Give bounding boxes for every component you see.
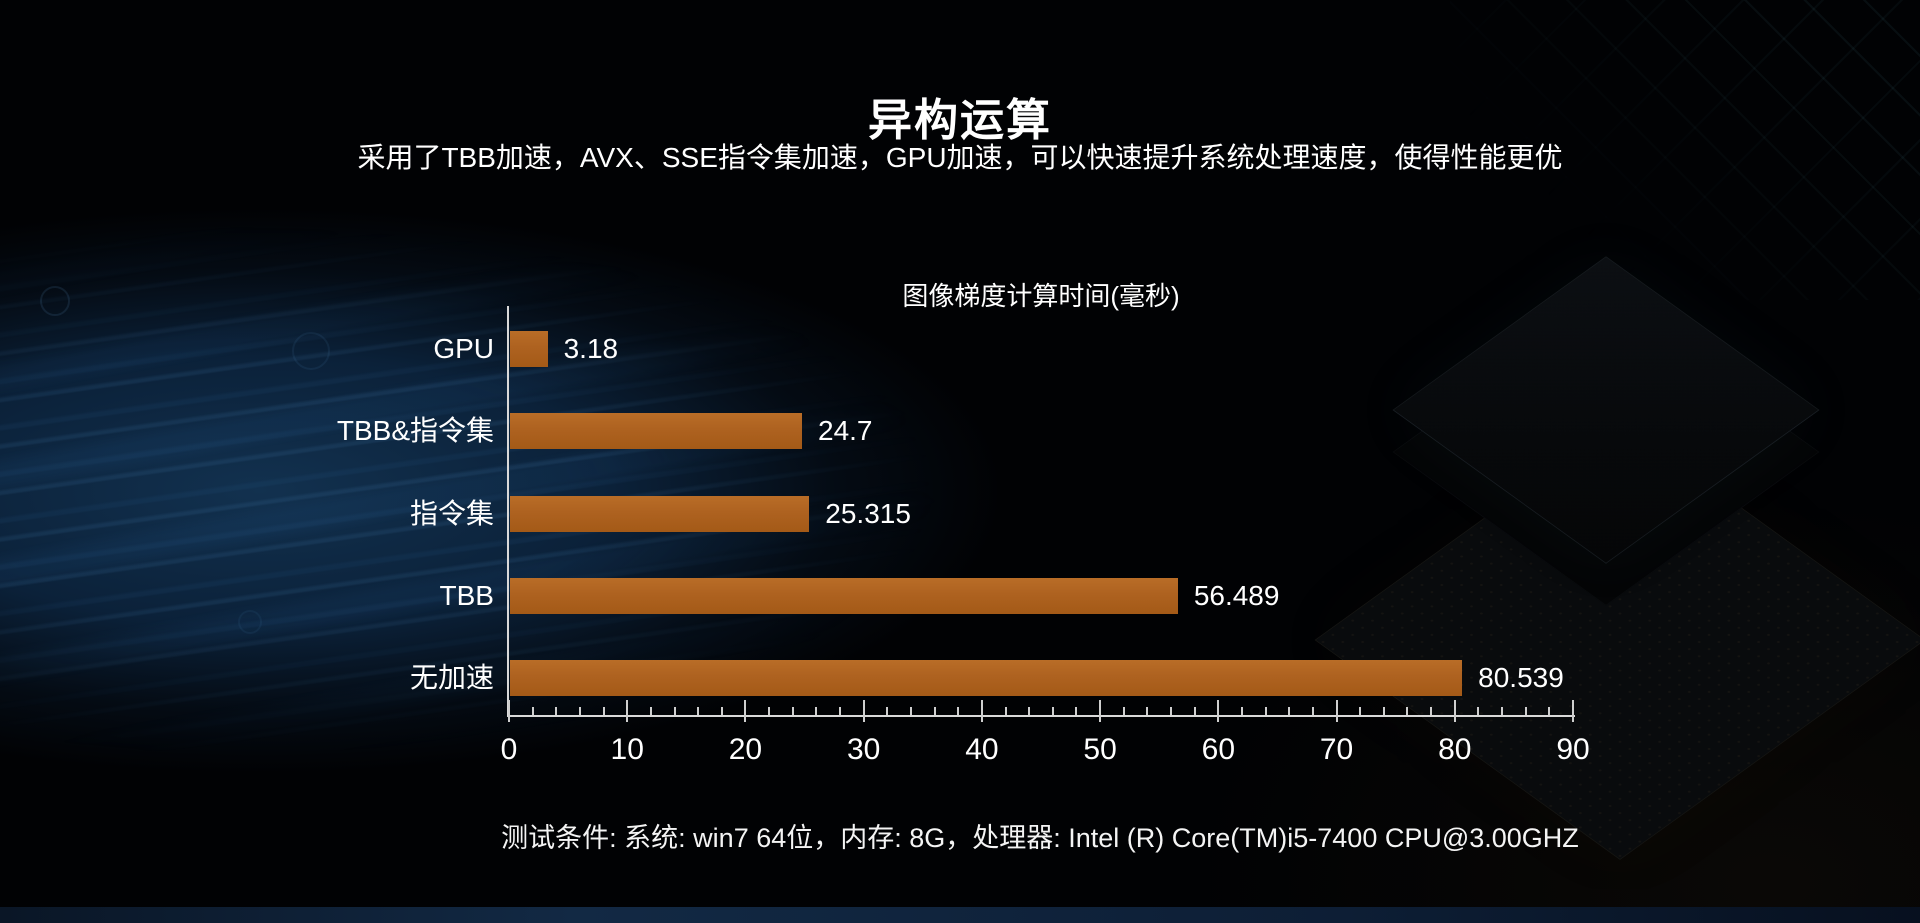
major-tick [744, 700, 747, 722]
category-label: TBB [439, 579, 494, 611]
x-tick-label: 90 [1556, 733, 1590, 766]
value-label: 25.315 [825, 497, 911, 529]
x-tick-label: 10 [610, 733, 644, 766]
bar-无加速 [510, 660, 1463, 696]
minor-tick [1501, 707, 1504, 715]
minor-tick [697, 707, 700, 715]
bar-TBB [510, 577, 1178, 614]
major-tick [508, 700, 510, 722]
value-label: 56.489 [1193, 579, 1280, 611]
major-tick [626, 700, 629, 722]
x-tick-label: 50 [1083, 733, 1117, 766]
bar-指令集 [510, 495, 810, 532]
minor-tick [1122, 707, 1125, 715]
y-axis-line [507, 306, 509, 717]
minor-tick [1004, 707, 1007, 715]
major-tick [1335, 700, 1338, 722]
bottom-accent-strip [0, 907, 1920, 923]
minor-tick [673, 707, 676, 715]
minor-tick [1430, 707, 1433, 715]
page-title: 异构运算 [868, 96, 1052, 145]
value-label: 3.18 [563, 333, 619, 364]
minor-tick [1051, 707, 1054, 715]
x-tick-label: 40 [965, 733, 999, 766]
minor-tick [1359, 707, 1362, 715]
chart-title: 图像梯度计算时间(毫秒) [902, 281, 1180, 311]
minor-tick [720, 707, 723, 715]
major-tick [1572, 700, 1574, 722]
minor-tick [649, 707, 652, 715]
x-tick-label: 30 [846, 733, 881, 766]
x-axis-line [507, 715, 1575, 717]
category-label: 无加速 [409, 662, 494, 693]
bar-TBB&指令集 [510, 413, 802, 450]
minor-tick [1170, 707, 1173, 715]
minor-tick [1075, 707, 1078, 715]
minor-tick [1524, 707, 1527, 715]
minor-tick [768, 707, 771, 715]
category-label: GPU [433, 333, 494, 364]
minor-tick [815, 707, 818, 715]
minor-tick [1240, 707, 1243, 715]
minor-tick [555, 707, 558, 715]
minor-tick [839, 707, 842, 715]
minor-tick [578, 707, 581, 715]
x-tick-label: 70 [1319, 733, 1354, 766]
minor-tick [909, 707, 912, 715]
background-circle-decoration [238, 610, 262, 634]
minor-tick [1146, 707, 1149, 715]
minor-tick [1264, 707, 1267, 715]
x-tick-label: 80 [1438, 733, 1472, 766]
background-circle-decoration [292, 332, 330, 370]
minor-tick [531, 707, 534, 715]
background-circle-decoration [40, 286, 70, 316]
minor-tick [1288, 707, 1291, 715]
minor-tick [602, 707, 605, 715]
x-tick-label: 60 [1201, 733, 1236, 766]
major-tick [1453, 700, 1456, 722]
x-tick-label: 20 [728, 733, 763, 766]
minor-tick [1548, 707, 1551, 715]
minor-tick [1382, 707, 1385, 715]
test-conditions-note: 测试条件: 系统: win7 64位，内存: 8G，处理器: Intel (R)… [501, 823, 1579, 853]
page-subtitle: 采用了TBB加速，AVX、SSE指令集加速，GPU加速，可以快速提升系统处理速度… [357, 142, 1563, 173]
category-label: 指令集 [409, 497, 494, 529]
major-tick [862, 700, 865, 722]
value-label: 24.7 [818, 415, 873, 447]
minor-tick [886, 707, 889, 715]
minor-tick [1193, 707, 1196, 715]
major-tick [1217, 700, 1220, 722]
minor-tick [791, 707, 794, 715]
minor-tick [933, 707, 936, 715]
value-label: 80.539 [1478, 662, 1564, 693]
minor-tick [1311, 707, 1314, 715]
x-tick-label: 0 [500, 733, 518, 766]
category-label: TBB&指令集 [336, 415, 494, 447]
minor-tick [1406, 707, 1409, 715]
background-circuit-traces [1450, 0, 1920, 300]
minor-tick [1028, 707, 1031, 715]
major-tick [1099, 700, 1102, 722]
minor-tick [957, 707, 960, 715]
minor-tick [1477, 707, 1480, 715]
major-tick [980, 700, 983, 722]
bar-GPU [510, 331, 548, 367]
